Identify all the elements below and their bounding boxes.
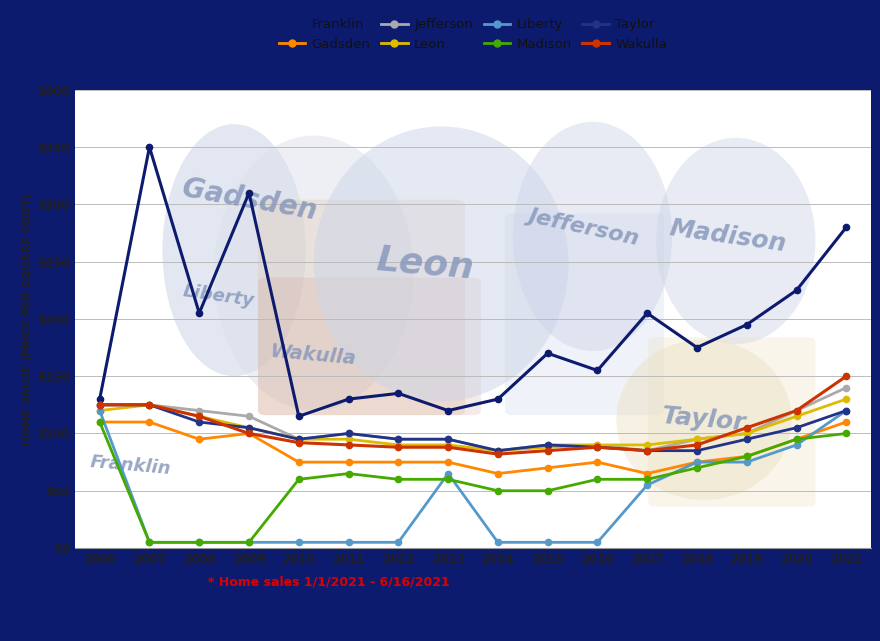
Text: * Home sales 1/1/2021 - 6/16/2021: * Home sales 1/1/2021 - 6/16/2021 (208, 575, 450, 588)
FancyBboxPatch shape (505, 213, 664, 415)
FancyBboxPatch shape (258, 200, 465, 415)
Ellipse shape (656, 138, 816, 344)
Text: Wakulla: Wakulla (270, 342, 357, 369)
Text: CENTRAL-NORTH-FLORIDA HOME VALUES: CENTRAL-NORTH-FLORIDA HOME VALUES (126, 29, 754, 56)
Text: Leon: Leon (375, 243, 475, 285)
Legend: Franklin, Gadsden, Jefferson, Leon, Liberty, Madison, Taylor, Wakulla: Franklin, Gadsden, Jefferson, Leon, Libe… (279, 19, 667, 51)
Y-axis label: HOME VALUE (PRICE PER SQUARE FOOT): HOME VALUE (PRICE PER SQUARE FOOT) (23, 193, 33, 445)
Ellipse shape (314, 126, 568, 401)
Text: Prepared by Joe Manausa for the Tallahassee Real Estate Website  www.Manausa.com: Prepared by Joe Manausa for the Tallahas… (153, 611, 727, 624)
FancyBboxPatch shape (649, 337, 816, 507)
Text: Madison: Madison (668, 216, 788, 256)
Text: Franklin: Franklin (89, 453, 172, 478)
Text: Liberty: Liberty (181, 282, 255, 310)
Text: Jefferson: Jefferson (527, 206, 642, 249)
Text: Taylor: Taylor (661, 404, 747, 435)
Text: ☛  Source: Tallahassee MLS: ☛ Source: Tallahassee MLS (629, 575, 822, 588)
Ellipse shape (163, 124, 305, 376)
Ellipse shape (616, 340, 792, 500)
Ellipse shape (513, 122, 672, 351)
FancyBboxPatch shape (258, 278, 481, 415)
Ellipse shape (214, 136, 414, 411)
Text: Gadsden: Gadsden (180, 174, 319, 226)
